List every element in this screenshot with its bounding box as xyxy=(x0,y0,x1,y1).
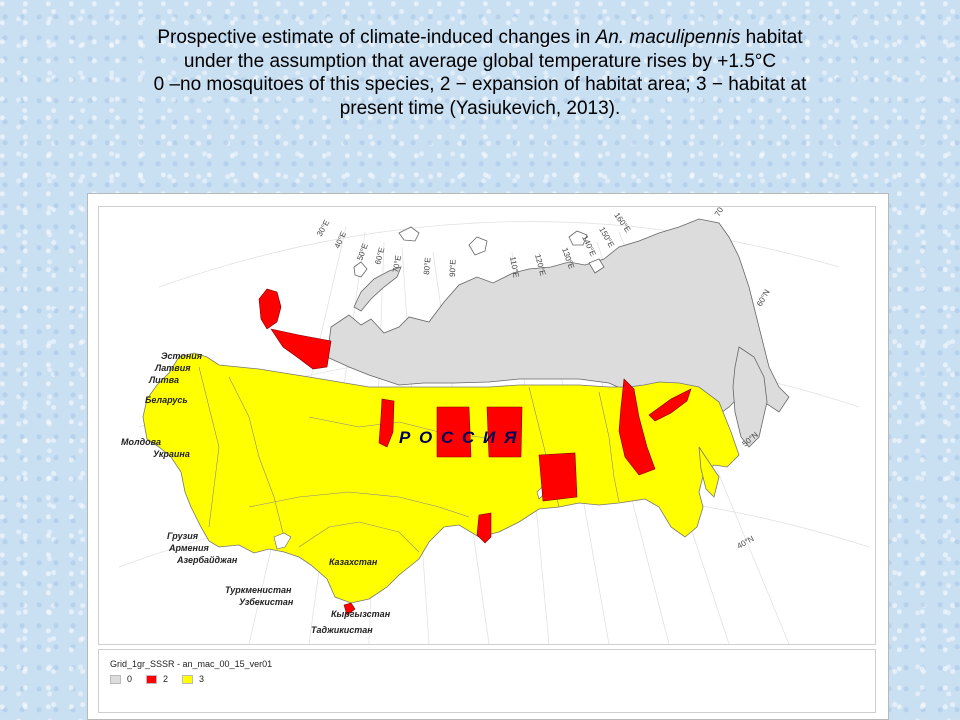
label-lithuania: Литва xyxy=(148,375,179,385)
zone-2-regions xyxy=(258,288,692,616)
label-kyrgyzstan: Кыргызстан xyxy=(331,609,391,619)
label-30e: 30°E xyxy=(315,218,332,238)
label-uzbekistan: Узбекистан xyxy=(239,597,294,607)
figure-caption: Prospective estimate of climate-induced … xyxy=(20,26,940,120)
label-georgia: Грузия xyxy=(167,531,199,541)
label-azerbaijan: Азербайджан xyxy=(176,555,238,565)
zone-3-region xyxy=(142,352,740,604)
label-160e: 160°E xyxy=(612,211,632,234)
label-estonia: Эстония xyxy=(161,351,203,361)
label-kazakhstan: Казахстан xyxy=(329,557,378,567)
internal-borders xyxy=(198,366,620,553)
sakhalin xyxy=(698,446,720,498)
legend-swatch-0 xyxy=(110,674,121,684)
label-110e: 110°E xyxy=(508,256,521,279)
caption-line-1: Prospective estimate of climate-induced … xyxy=(157,27,803,48)
legend-swatch-2 xyxy=(146,674,158,684)
label-latvia: Латвия xyxy=(154,363,191,373)
label-moldova: Молдова xyxy=(121,437,161,447)
label-80e: 80°E xyxy=(422,257,432,275)
legend-items: 0 2 3 xyxy=(110,674,204,684)
label-60e: 60°E xyxy=(373,246,386,265)
kamchatka xyxy=(732,346,768,448)
map-figure: Р О С С И Я Эстония Латвия Литва Беларус… xyxy=(87,193,889,720)
caption-line-3: 0 –no mosquitoes of this species, 2 − ex… xyxy=(153,74,807,95)
label-40n: 40°N xyxy=(736,534,756,551)
label-armenia: Армения xyxy=(168,543,209,553)
label-150e: 150°E xyxy=(597,226,616,249)
label-90e: 90°E xyxy=(448,259,458,277)
legend-title: Grid_1gr_SSSR - an_mac_00_15_ver01 xyxy=(110,659,273,669)
legend-item-2: 2 xyxy=(146,674,168,684)
label-50e: 50°E xyxy=(355,242,369,261)
label-70n: 70°N xyxy=(713,207,730,218)
label-tajikistan: Таджикистан xyxy=(311,625,373,635)
species-name: An. maculipennis xyxy=(595,27,741,48)
legend-swatch-3 xyxy=(182,674,194,684)
label-70e: 70°E xyxy=(391,255,403,274)
label-belarus: Беларусь xyxy=(145,395,188,405)
legend-item-0: 0 xyxy=(110,674,132,684)
label-60n: 60°N xyxy=(755,288,772,308)
label-turkmenistan: Туркменистан xyxy=(225,585,292,595)
label-140e: 140°E xyxy=(580,234,597,258)
habitat-map: Р О С С И Я Эстония Латвия Литва Беларус… xyxy=(118,207,870,644)
map-panel: Р О С С И Я Эстония Латвия Литва Беларус… xyxy=(98,206,876,645)
label-ukraine: Украина xyxy=(153,449,190,459)
map-legend: Grid_1gr_SSSR - an_mac_00_15_ver01 0 2 3 xyxy=(98,649,876,713)
novaya-zemlya xyxy=(353,266,402,312)
arctic-islands xyxy=(353,226,605,278)
label-russia: Р О С С И Я xyxy=(399,428,518,447)
caption-line-4: present time (Yasiukevich, 2013). xyxy=(339,97,621,119)
legend-item-3: 3 xyxy=(182,674,204,684)
lake-balkhash xyxy=(273,532,292,550)
caption-line-2: under the assumption that average global… xyxy=(183,50,777,72)
label-40e: 40°E xyxy=(333,230,349,250)
